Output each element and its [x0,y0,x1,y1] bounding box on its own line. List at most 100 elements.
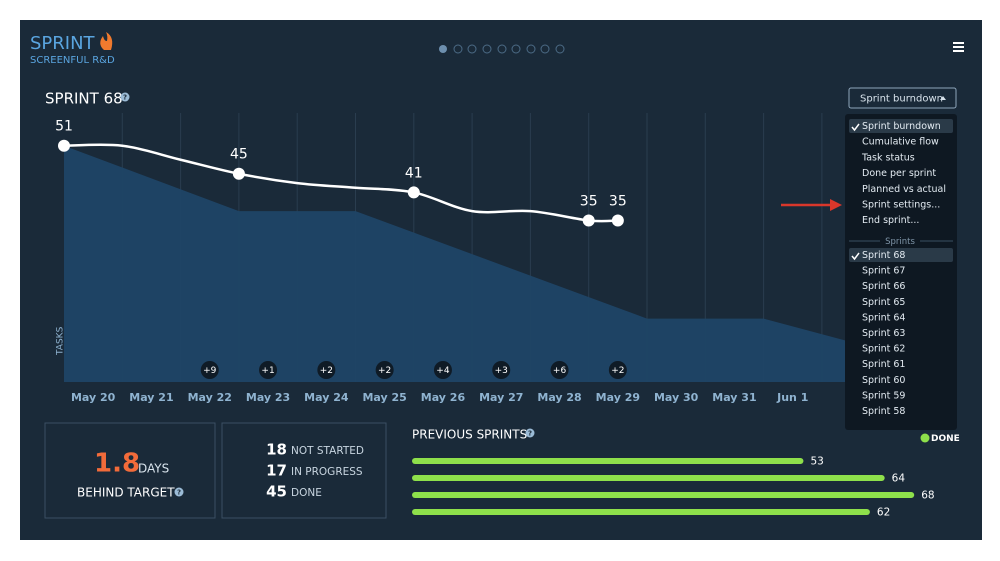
page-dot[interactable] [439,45,447,53]
sprint-item[interactable]: Sprint 68 [862,250,905,261]
scope-badge [492,361,511,379]
x-tick-label: May 27 [479,391,523,404]
sprint-item[interactable]: Sprint 63 [862,328,905,339]
scope-change: +2 [378,366,391,376]
point [58,139,70,152]
check-icon [851,123,860,132]
previous-bars: 53 64 68 62 [412,456,935,519]
dropdown-menu [845,114,957,430]
data-label: 45 [230,147,248,163]
legend-label: DONE [931,434,960,444]
scope-badge [200,361,219,379]
sprint-item[interactable]: Sprint 60 [862,375,905,386]
menu-item[interactable]: Cumulative flow [862,137,939,148]
item-highlight [849,119,953,133]
scope-change: +3 [495,366,508,376]
bar [412,492,915,498]
help-icon[interactable]: ? [120,92,130,102]
point [232,167,245,180]
sprint-item[interactable]: Sprint 61 [862,359,905,370]
scope-change: +9 [203,366,217,376]
sprint-item[interactable]: Sprint 64 [862,312,905,323]
dropdown-button-label[interactable]: Sprint burndown [860,94,943,105]
menu-item[interactable]: Sprint burndown [862,121,941,132]
point [582,214,595,227]
arrow [781,199,842,211]
item-highlight [849,248,953,262]
previous-title: PREVIOUS SPRINTS [412,428,527,442]
bar [412,475,885,481]
scope-change: +4 [436,366,450,376]
x-tick-label: May 23 [246,391,290,404]
status-label: DONE [291,487,322,499]
menu-item[interactable]: Planned vs actual [862,184,946,195]
menu-item[interactable]: Task status [861,152,915,163]
remaining-line [63,143,618,223]
status-list: 18 NOT STARTED 17 IN PROGRESS 45 DONE [266,441,364,501]
sprint-item[interactable]: Sprint 62 [862,344,905,355]
data-label: 35 [609,193,627,209]
bar-label: 64 [892,473,906,485]
page-dot[interactable] [526,44,536,54]
svg-text:?: ? [123,94,127,102]
status-label: NOT STARTED [291,445,364,457]
menu-icon[interactable] [953,42,964,52]
menu-item[interactable]: Sprint settings... [862,200,940,211]
page-dot[interactable] [540,44,550,54]
sprint-item[interactable]: Sprint 58 [862,406,905,417]
x-tick-label: May 30 [654,391,699,404]
sprint-item[interactable]: Sprint 66 [862,281,905,292]
scope-badge [259,361,278,379]
scope-change: +2 [320,366,333,376]
sprint-item[interactable]: Sprint 67 [862,266,905,277]
scope-change: +6 [553,366,567,376]
menu-item[interactable]: Done per sprint [862,168,936,179]
app-title: SPRINT [30,33,96,54]
point [407,186,420,199]
x-tick-label: May 28 [537,391,581,404]
page-dot[interactable] [467,44,477,54]
check-icon [851,252,860,261]
data-label: 41 [405,165,423,181]
point [611,214,624,227]
target-area [64,145,852,382]
scope-badge [375,361,394,379]
page-dot[interactable] [511,44,521,54]
page-dot[interactable] [453,44,463,54]
bar-label: 53 [810,456,823,468]
page-dot[interactable] [555,44,565,54]
bar [412,509,870,515]
x-tick-label: Jun 1 [776,391,808,404]
scope-badge [608,361,627,379]
chart-title: SPRINT 68 [45,90,123,108]
x-tick-label: May 21 [129,391,173,404]
legend-swatch [920,433,930,443]
menu-item[interactable]: End sprint... [862,215,919,226]
bar-label: 62 [877,507,890,519]
app-subtitle: SCREENFUL R&D [30,55,115,66]
bar [412,458,804,464]
x-tick-label: May 26 [421,391,466,404]
x-tick-label: May 31 [712,391,756,404]
sprint-item[interactable]: Sprint 59 [862,390,905,401]
data-label: 51 [55,119,73,135]
page-dot[interactable] [482,44,492,54]
sprint-item[interactable]: Sprint 65 [862,297,905,308]
pager [439,44,565,54]
status-box [221,422,387,519]
bar-label: 68 [921,490,934,502]
behind-label: BEHIND TARGET [77,486,175,500]
status-label: IN PROGRESS [291,466,363,478]
data-label: 35 [580,193,598,209]
dropdown-button[interactable]: Sprint burndown [848,87,957,109]
x-tick-label: May 22 [188,391,232,404]
help-icon[interactable]: ? [174,487,184,497]
plot: May 20 May 21 May 22 +9 May 23 +1 May 24 +2 May … [55,113,852,404]
x-tick-label: May 20 [71,391,116,404]
x-tick-label: May 29 [596,391,640,404]
status-count: 17 [266,462,287,480]
help-icon[interactable]: ? [525,428,535,438]
page-dot[interactable] [497,44,507,54]
y-axis-label: TASKS [56,326,66,356]
